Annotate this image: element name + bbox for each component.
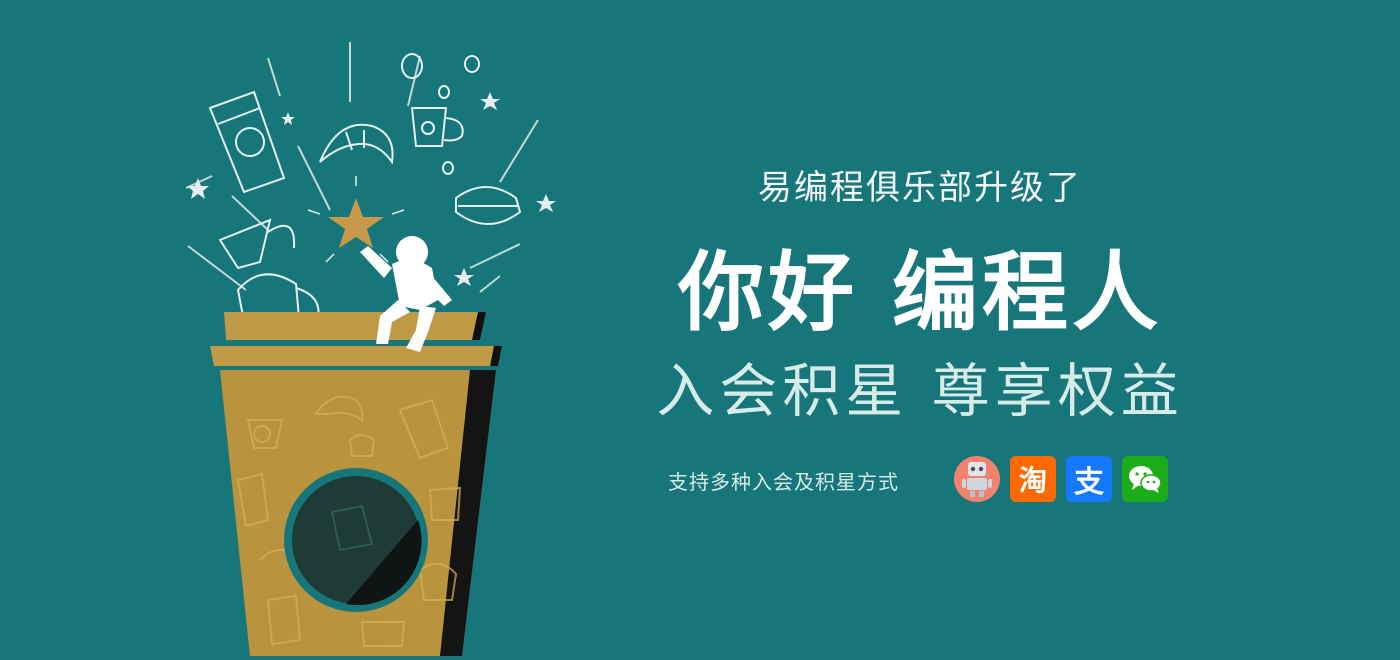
robot-icon[interactable]	[954, 456, 1000, 502]
wechat-icon[interactable]	[1122, 456, 1168, 502]
cup-window	[284, 468, 428, 612]
gold-star-icon	[328, 198, 384, 248]
cup-lid	[224, 312, 486, 340]
small-stars	[187, 92, 556, 286]
cup-pattern	[236, 395, 462, 647]
banner-copy: 易编程俱乐部升级了 你好 编程人 入会积星 尊享权益 支持多种入会及积星方式 淘…	[640, 0, 1200, 656]
payment-methods: 淘 支	[954, 456, 1168, 502]
coffee-cup-illustration	[185, 42, 556, 656]
line-art	[208, 53, 522, 334]
sandwich-icon	[455, 186, 522, 225]
croissant-icon	[319, 123, 394, 165]
tall-cup-icon	[208, 90, 286, 194]
hero-illustration	[0, 0, 700, 656]
person-figure	[360, 236, 452, 352]
robot-glyph	[962, 462, 992, 497]
club-upgrade-subtitle: 易编程俱乐部升级了	[758, 168, 1082, 208]
coffee-bean-icon	[401, 53, 423, 79]
taobao-icon[interactable]: 淘	[1010, 456, 1056, 502]
wechat-glyph	[1129, 466, 1162, 493]
hello-programmer-headline: 你好 编程人	[678, 243, 1162, 343]
support-methods-text: 支持多种入会及积星方式	[668, 470, 899, 494]
membership-tagline: 入会积星 尊享权益	[656, 357, 1184, 425]
dripper-icon	[218, 218, 272, 270]
mug-icon	[410, 107, 448, 147]
burst-lines	[185, 42, 539, 293]
alipay-icon[interactable]: 支	[1066, 456, 1112, 502]
star-rays	[307, 176, 405, 263]
